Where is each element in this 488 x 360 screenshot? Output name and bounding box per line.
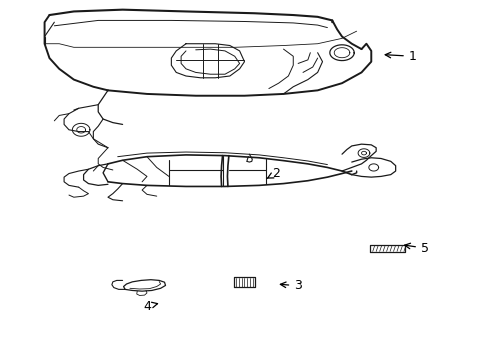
Text: 4: 4 [143, 300, 157, 313]
Text: 3: 3 [280, 279, 302, 292]
Text: 2: 2 [266, 167, 280, 180]
Text: 1: 1 [385, 50, 416, 63]
Text: 5: 5 [404, 242, 428, 255]
